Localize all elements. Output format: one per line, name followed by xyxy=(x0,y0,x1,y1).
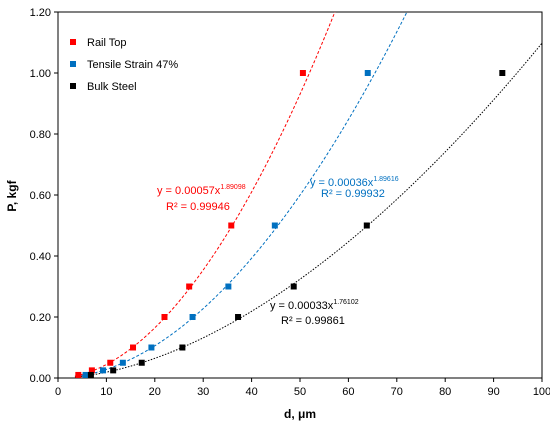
x-tick-label: 20 xyxy=(149,386,161,398)
data-point-series-1 xyxy=(107,359,114,366)
trendline-series-2 xyxy=(74,12,408,378)
x-tick-label: 100 xyxy=(533,386,550,398)
legend-label: Rail Top xyxy=(87,37,127,49)
fit-r-squared: R² = 0.99861 xyxy=(281,315,345,327)
legend-label: Tensile Strain 47% xyxy=(87,59,178,71)
data-point-series-2 xyxy=(225,283,232,290)
legend-label: Bulk Steel xyxy=(87,81,137,93)
x-tick-label: 80 xyxy=(439,386,451,398)
data-point-series-1 xyxy=(228,222,235,229)
y-tick-label: 0.40 xyxy=(30,251,51,263)
x-tick-label: 70 xyxy=(391,386,403,398)
y-axis-title: P, kgf xyxy=(5,179,19,211)
data-point-series-2 xyxy=(100,367,107,374)
data-point-series-1 xyxy=(161,314,168,320)
y-tick-label: 0.60 xyxy=(30,190,51,202)
data-point-series-3 xyxy=(499,70,506,76)
data-point-series-1 xyxy=(130,344,137,351)
data-point-series-3 xyxy=(235,314,242,320)
data-point-series-1 xyxy=(299,70,306,76)
data-point-series-3 xyxy=(87,371,94,378)
data-point-series-2 xyxy=(271,222,278,229)
data-point-series-3 xyxy=(290,283,297,290)
fit-r-squared: R² = 0.99932 xyxy=(321,188,385,200)
y-tick-label: 0.80 xyxy=(30,129,51,141)
x-tick-label: 30 xyxy=(197,386,209,398)
data-point-series-2 xyxy=(364,70,371,76)
data-point-series-2 xyxy=(148,344,155,351)
data-point-series-3 xyxy=(138,359,145,366)
fit-equation: y = 0.00057x1.89098 xyxy=(157,184,246,197)
legend-marker xyxy=(70,39,76,45)
x-tick-label: 60 xyxy=(342,386,354,398)
axes: 0 10 20 30 40 50 60 70 80 90 100 0.00 0.20 0.40 0.60 0.… xyxy=(30,7,550,398)
fit-annotations: y = 0.00057x1.89098 R² = 0.99946 y = 0.000… xyxy=(157,176,399,327)
x-tick-label: 40 xyxy=(245,386,257,398)
data-point-series-3 xyxy=(363,222,370,229)
x-tick-label: 10 xyxy=(100,386,112,398)
y-tick-label: 0.00 xyxy=(30,373,51,385)
data-point-series-3 xyxy=(179,344,186,351)
data-point-series-1 xyxy=(75,371,82,378)
legend: Rail Top Tensile Strain 47% Bulk Steel xyxy=(70,37,178,93)
y-tick-label: 1.00 xyxy=(30,68,51,80)
legend-marker xyxy=(70,83,76,89)
y-tick-label: 1.20 xyxy=(30,7,51,19)
data-point-series-1 xyxy=(186,283,193,290)
trendline-series-1 xyxy=(74,12,336,377)
data-points xyxy=(75,70,506,378)
data-point-series-2 xyxy=(189,314,196,320)
y-tick-label: 0.20 xyxy=(30,312,51,324)
data-point-series-1 xyxy=(88,367,95,374)
data-point-series-2 xyxy=(82,371,89,378)
x-tick-label: 90 xyxy=(487,386,499,398)
fit-equation: y = 0.00033x1.76102 xyxy=(270,299,359,312)
fit-equation: y = 0.00036x1.89616 xyxy=(310,176,399,189)
trendlines xyxy=(74,12,542,378)
x-tick-label: 0 xyxy=(55,386,61,398)
legend-marker xyxy=(70,61,76,67)
trendline-series-3 xyxy=(74,42,542,378)
fit-r-squared: R² = 0.99946 xyxy=(166,201,230,213)
x-tick-label: 50 xyxy=(294,386,306,398)
x-axis-title: d, μm xyxy=(284,407,316,421)
data-point-series-3 xyxy=(110,367,117,374)
data-point-series-2 xyxy=(119,359,126,366)
